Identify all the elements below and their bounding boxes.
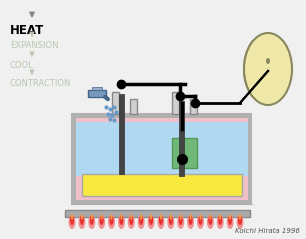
Ellipse shape [71, 214, 73, 220]
Ellipse shape [140, 214, 142, 220]
Ellipse shape [158, 215, 164, 229]
Ellipse shape [139, 215, 143, 225]
Ellipse shape [209, 214, 211, 220]
Ellipse shape [208, 215, 212, 225]
Ellipse shape [244, 33, 292, 105]
Ellipse shape [121, 214, 122, 220]
Ellipse shape [180, 214, 182, 220]
Ellipse shape [200, 214, 201, 220]
Ellipse shape [98, 215, 105, 229]
Ellipse shape [217, 215, 224, 229]
Text: Koichi Hirata 1996: Koichi Hirata 1996 [235, 228, 300, 234]
Ellipse shape [239, 214, 241, 220]
Ellipse shape [129, 215, 133, 225]
Ellipse shape [207, 215, 214, 229]
Bar [88, 90, 106, 97]
Ellipse shape [101, 214, 103, 220]
Ellipse shape [228, 215, 232, 225]
Bar [76, 122, 248, 176]
Bar [130, 99, 137, 114]
Ellipse shape [150, 214, 152, 220]
Ellipse shape [167, 215, 174, 229]
Bar [252, 0, 306, 204]
Ellipse shape [118, 215, 125, 229]
Ellipse shape [266, 58, 270, 64]
Bar [92, 87, 102, 90]
Ellipse shape [219, 214, 221, 220]
Ellipse shape [177, 215, 184, 229]
Bar [172, 92, 179, 114]
Ellipse shape [110, 215, 114, 225]
Text: HEAT: HEAT [10, 24, 44, 37]
Ellipse shape [119, 215, 123, 225]
Ellipse shape [187, 215, 194, 229]
Ellipse shape [197, 215, 204, 229]
Ellipse shape [78, 215, 85, 229]
Ellipse shape [190, 214, 192, 220]
Bar [76, 118, 248, 200]
Ellipse shape [229, 214, 231, 220]
Ellipse shape [130, 214, 132, 220]
Ellipse shape [108, 215, 115, 229]
Ellipse shape [80, 215, 84, 225]
Bar [179, 101, 184, 176]
Ellipse shape [170, 214, 172, 220]
Ellipse shape [90, 215, 94, 225]
Bar [82, 174, 242, 196]
Ellipse shape [244, 33, 292, 105]
Ellipse shape [110, 214, 113, 220]
Ellipse shape [81, 214, 83, 220]
Ellipse shape [88, 215, 95, 229]
Bar [119, 94, 124, 174]
Ellipse shape [149, 215, 153, 225]
FancyArrowPatch shape [105, 97, 108, 99]
Ellipse shape [188, 215, 192, 225]
Ellipse shape [147, 215, 155, 229]
Ellipse shape [69, 215, 76, 229]
Ellipse shape [218, 215, 222, 225]
Ellipse shape [237, 215, 244, 229]
Bar [172, 138, 197, 168]
Ellipse shape [138, 215, 145, 229]
Ellipse shape [179, 215, 183, 225]
Ellipse shape [199, 215, 203, 225]
Text: EXPANSION: EXPANSION [10, 41, 58, 50]
Text: COOL: COOL [10, 61, 34, 70]
Ellipse shape [91, 214, 93, 220]
Bar [72, 114, 252, 204]
Text: CONTRACTION: CONTRACTION [10, 79, 71, 88]
Ellipse shape [238, 215, 242, 225]
Ellipse shape [160, 214, 162, 220]
Ellipse shape [128, 215, 135, 229]
Ellipse shape [169, 215, 173, 225]
Ellipse shape [266, 58, 270, 64]
Bar [112, 92, 119, 114]
Ellipse shape [159, 215, 163, 225]
Ellipse shape [227, 215, 233, 229]
Bar [190, 99, 197, 114]
Ellipse shape [70, 215, 74, 225]
Ellipse shape [100, 215, 104, 225]
Bar [65, 210, 250, 217]
